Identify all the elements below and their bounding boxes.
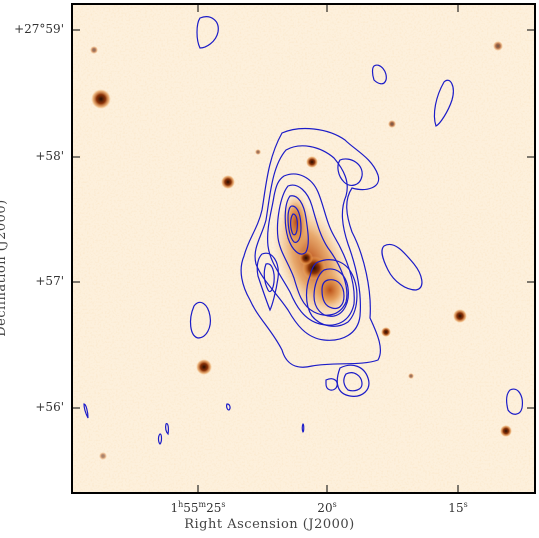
contour-isolated (381, 243, 423, 291)
contour-level-2 (254, 145, 361, 341)
contour-isolated (336, 364, 370, 397)
contour-isolated (325, 378, 338, 391)
star (388, 120, 396, 128)
contour-isolated (189, 301, 211, 339)
star (493, 41, 503, 51)
contour-west-arm (256, 252, 279, 312)
star (381, 327, 391, 337)
image-panel (72, 4, 535, 493)
contour-isolated (226, 403, 231, 411)
star (91, 89, 111, 109)
star (221, 175, 235, 189)
star (306, 156, 318, 168)
x-axis-label: Right Ascension (J2000) (184, 517, 355, 532)
y-tick-label: +56' (35, 400, 64, 414)
contour-level-6 (287, 205, 302, 243)
contour-level-1 (240, 127, 382, 368)
contour-level-5 (284, 195, 309, 255)
contour-isolated (343, 372, 363, 392)
contour-south-lobe-3 (321, 279, 345, 310)
contour-isolated (165, 423, 169, 436)
y-tick-label: +57' (35, 274, 64, 288)
star (255, 149, 261, 155)
contour-north-ne (337, 158, 363, 186)
x-tick-label: 1h55m25s (170, 500, 226, 515)
contour-level-4 (276, 184, 348, 316)
y-tick-label: +58' (35, 149, 64, 163)
galaxy-emission-south (312, 270, 348, 310)
star (196, 359, 212, 375)
y-tick-label: +27°59' (14, 22, 64, 36)
contour-isolated (506, 388, 523, 415)
star (90, 46, 98, 54)
y-axis-ticks (72, 29, 535, 409)
contour-south-lobe-2 (313, 268, 349, 317)
star (453, 309, 467, 323)
contour-isolated (157, 433, 163, 445)
star (408, 373, 414, 379)
contour-level-7 (290, 213, 298, 236)
radio-contours (83, 16, 523, 445)
contour-isolated (301, 423, 305, 433)
contour-level-3 (267, 173, 355, 326)
star (99, 452, 107, 460)
star (500, 425, 512, 437)
contour-isolated (196, 16, 219, 49)
plot-frame (71, 3, 536, 494)
y-axis-label: Declination (J2000) (0, 199, 9, 337)
x-tick-label: 15s (448, 500, 468, 515)
x-tick-label: 20s (317, 500, 337, 515)
contour-isolated (371, 64, 387, 85)
x-axis-ticks (197, 4, 459, 493)
contour-south-lobe-1 (305, 259, 358, 327)
contour-isolated (433, 79, 454, 127)
star (299, 251, 313, 265)
contour-isolated (83, 403, 89, 419)
contour-west-arm-2 (263, 263, 275, 293)
